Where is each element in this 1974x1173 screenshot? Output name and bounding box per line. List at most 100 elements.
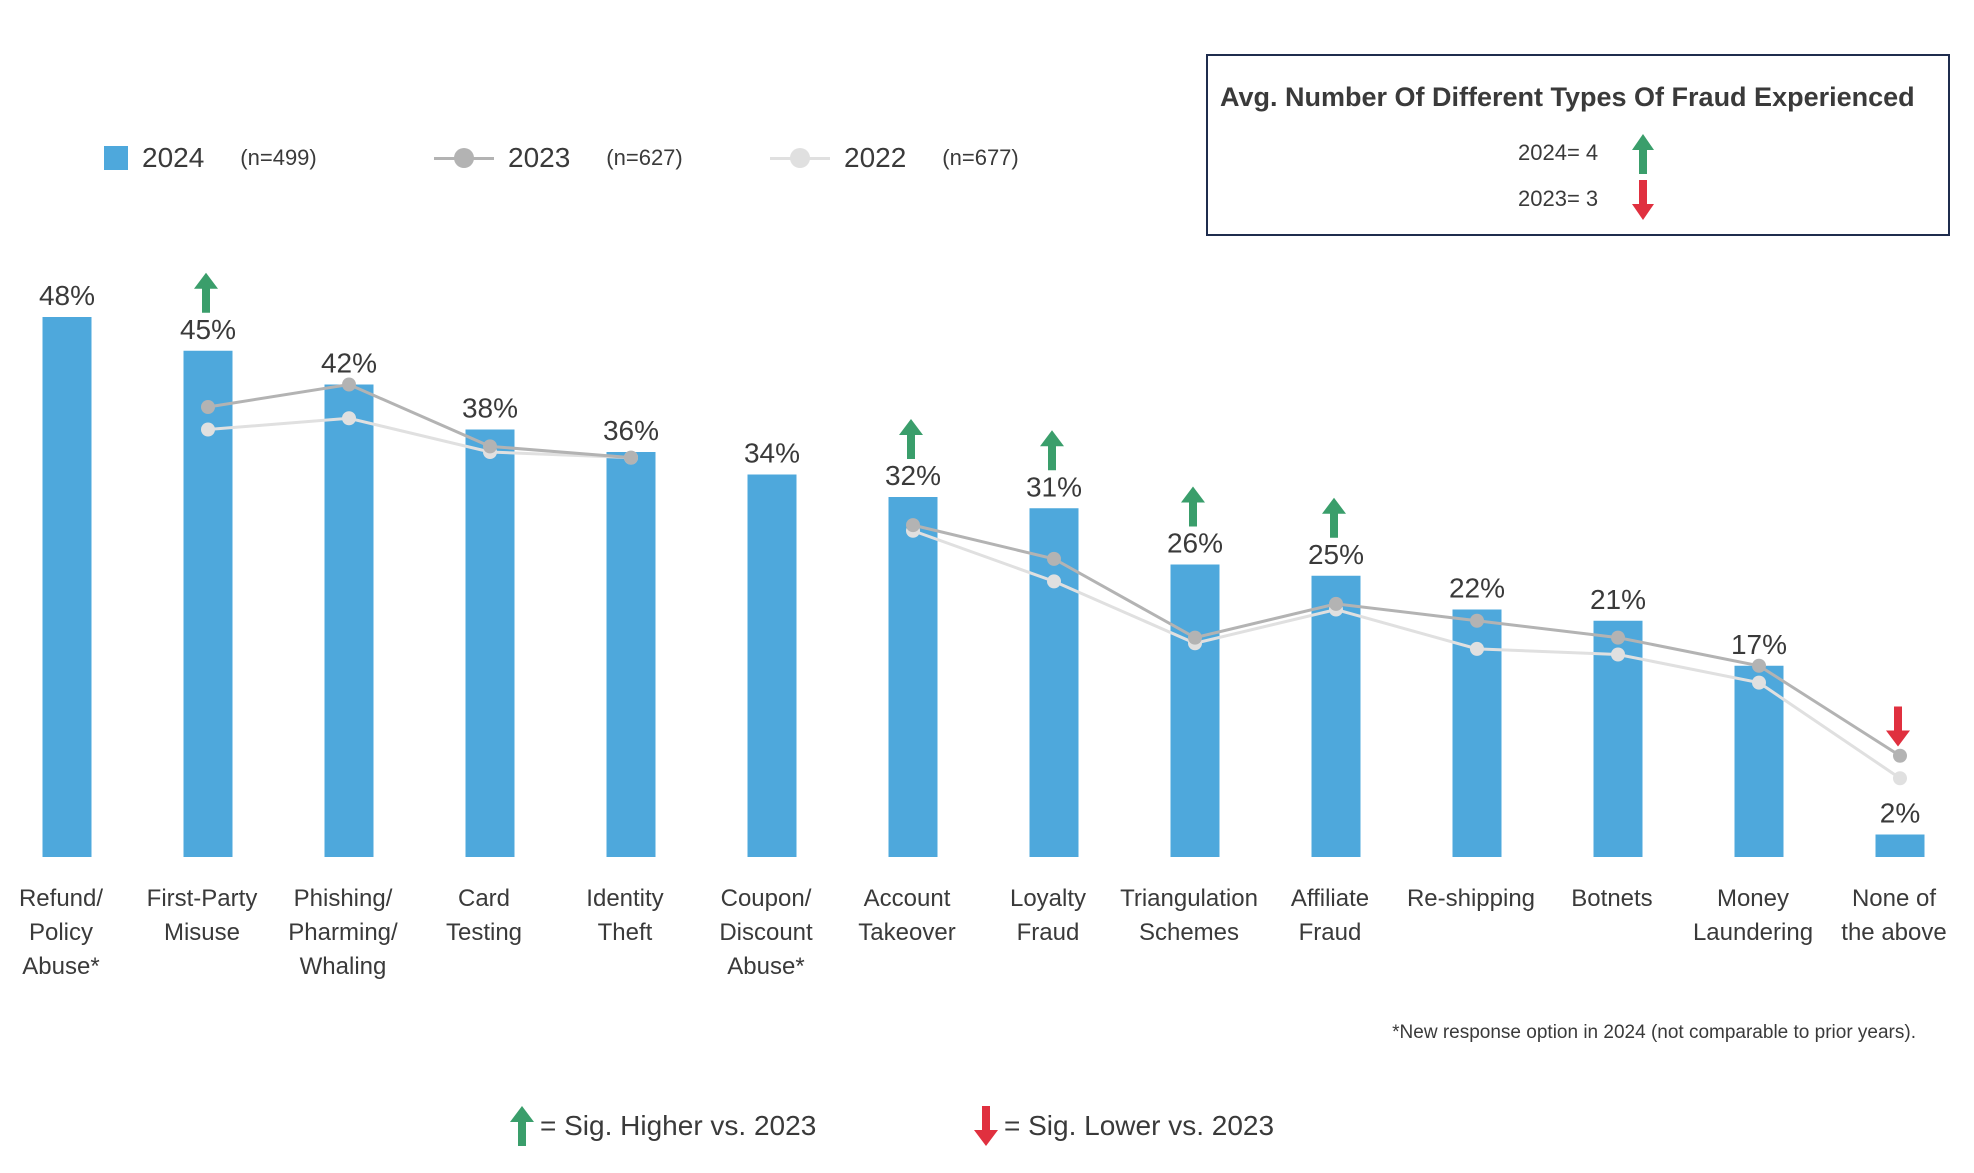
category-label: Whaling xyxy=(300,953,387,980)
category-label: Coupon/ xyxy=(721,885,812,912)
category-label: Phishing/ xyxy=(294,885,393,912)
bar-2024 xyxy=(465,429,515,857)
legend-item-2022: 2022 (n=677) xyxy=(770,140,1019,176)
legend-label-2022: 2022 xyxy=(844,142,907,173)
data-label: 45% xyxy=(180,314,236,345)
category-label: Policy xyxy=(29,919,93,946)
legend-swatch-2022 xyxy=(770,146,830,170)
category-label: Re-shipping xyxy=(1407,885,1535,912)
category-label: Account xyxy=(864,885,951,912)
avg-2024-text: 2024= 4 xyxy=(1518,139,1599,165)
data-label: 34% xyxy=(744,438,800,469)
category-label: Money xyxy=(1717,885,1789,912)
data-label: 21% xyxy=(1590,584,1646,615)
point-2023 xyxy=(1611,630,1625,645)
avg-fraud-types-title: Avg. Number Of Different Types Of Fraud … xyxy=(1220,82,1915,112)
line-2022 xyxy=(912,529,1901,780)
point-2023 xyxy=(1470,613,1484,628)
arrow-up-icon xyxy=(510,1106,534,1146)
data-label: 17% xyxy=(1731,629,1787,660)
point-2023 xyxy=(906,518,920,533)
sig-higher-legend: = Sig. Higher vs. 2023 xyxy=(510,1106,816,1146)
point-2023 xyxy=(1047,551,1061,566)
category-label: Card xyxy=(458,885,510,912)
category-label: Abuse* xyxy=(727,953,804,980)
legend-swatch-2023 xyxy=(434,146,494,170)
sig-lower-label: = Sig. Lower vs. 2023 xyxy=(1004,1110,1275,1141)
avg-2023-row: 2023= 3 xyxy=(1518,180,1655,220)
arrow-down-icon xyxy=(1632,180,1655,220)
point-2022 xyxy=(1611,647,1625,662)
bar-2024 xyxy=(1311,575,1361,857)
category-label: Refund/ xyxy=(19,885,103,912)
arrow-down-icon xyxy=(1886,706,1910,747)
category-label: Schemes xyxy=(1139,919,1239,946)
avg-2024-row: 2024= 4 xyxy=(1518,134,1655,174)
category-label: Laundering xyxy=(1693,919,1813,946)
category-label: Triangulation xyxy=(1120,885,1258,912)
point-2023 xyxy=(624,450,638,465)
data-label: 25% xyxy=(1308,539,1364,570)
category-label: Misuse xyxy=(164,919,240,946)
line-2022 xyxy=(207,416,632,460)
point-2023 xyxy=(1188,630,1202,645)
data-label: 32% xyxy=(885,460,941,491)
sig-lower-legend: = Sig. Lower vs. 2023 xyxy=(974,1106,1274,1146)
category-label: Testing xyxy=(446,919,522,946)
data-label: 2% xyxy=(1880,798,1920,829)
legend-n-2024: (n=499) xyxy=(240,145,317,170)
point-2023 xyxy=(1893,748,1907,763)
avg-2023-text: 2023= 3 xyxy=(1518,185,1599,211)
legend-n-2023: (n=627) xyxy=(606,145,683,170)
category-label: Botnets xyxy=(1571,885,1652,912)
bar-2024 xyxy=(747,474,797,857)
line-2023 xyxy=(912,523,1901,758)
category-label: the above xyxy=(1841,919,1946,946)
bar-2024 xyxy=(1875,834,1925,857)
category-label: None of xyxy=(1852,885,1936,912)
bar-2024 xyxy=(1734,665,1784,857)
category-label: Takeover xyxy=(858,919,955,946)
arrow-up-icon xyxy=(194,272,218,313)
legend-item-2023: 2023 (n=627) xyxy=(434,140,683,176)
legend-item-2024: 2024 (n=499) xyxy=(104,140,317,176)
sig-higher-label: = Sig. Higher vs. 2023 xyxy=(540,1110,817,1141)
data-label: 38% xyxy=(462,393,518,424)
category-label: Fraud xyxy=(1299,919,1362,946)
point-2022 xyxy=(1893,771,1907,786)
data-label: 42% xyxy=(321,348,377,379)
point-2022 xyxy=(1047,574,1061,589)
point-2022 xyxy=(342,411,356,426)
category-label: Discount xyxy=(719,919,813,946)
point-2023 xyxy=(1329,596,1343,611)
point-2022 xyxy=(1470,641,1484,656)
bar-2024 xyxy=(606,452,656,857)
arrow-up-icon xyxy=(1632,134,1655,174)
point-2022 xyxy=(1752,675,1766,690)
bar-2024 xyxy=(1170,564,1220,857)
arrow-up-icon xyxy=(1040,430,1064,471)
point-2023 xyxy=(201,400,215,414)
footnote: *New response option in 2024 (not compar… xyxy=(1392,1022,1916,1043)
category-label: First-Party xyxy=(147,885,258,912)
legend-n-2022: (n=677) xyxy=(942,145,1019,170)
data-label: 26% xyxy=(1167,528,1223,559)
point-2023 xyxy=(1752,658,1766,673)
avg-fraud-types-box: Avg. Number Of Different Types Of Fraud … xyxy=(1206,54,1950,236)
point-2023 xyxy=(483,439,497,454)
legend-label-2023: 2023 xyxy=(508,142,571,173)
arrow-up-icon xyxy=(899,419,923,459)
data-label: 36% xyxy=(603,415,659,446)
point-2022 xyxy=(201,422,215,437)
arrow-up-icon xyxy=(1181,486,1205,527)
arrow-down-icon xyxy=(974,1106,998,1146)
category-label: Loyalty xyxy=(1010,885,1086,912)
legend-label-2024: 2024 xyxy=(142,142,205,173)
bar-2024 xyxy=(42,317,92,857)
category-label: Identity xyxy=(586,885,663,912)
data-label: 48% xyxy=(39,280,95,311)
legend-swatch-2024 xyxy=(104,146,128,170)
category-label: Theft xyxy=(598,919,653,946)
line-2023 xyxy=(207,382,632,460)
data-label: 31% xyxy=(1026,471,1082,502)
